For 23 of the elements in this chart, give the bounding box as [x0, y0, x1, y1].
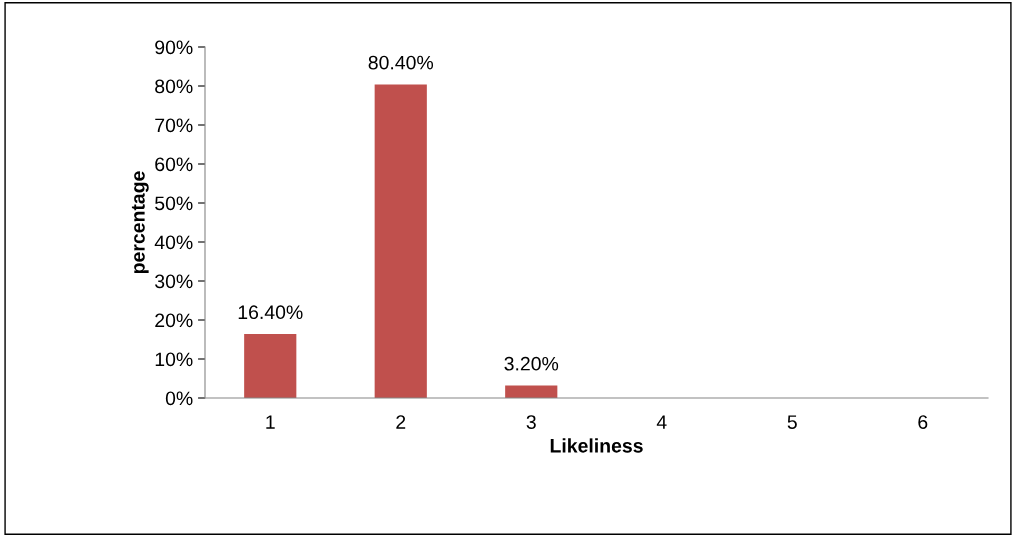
y-tick-label: 90%: [155, 40, 193, 55]
y-tick-label: 80%: [155, 79, 193, 94]
data-label: 3.20%: [504, 356, 559, 371]
y-tick-label: 50%: [155, 196, 193, 211]
y-tick-label: 30%: [155, 274, 193, 289]
y-tick-label: 0%: [165, 391, 193, 406]
data-label: 16.40%: [238, 305, 303, 320]
data-label: 80.40%: [368, 55, 434, 70]
x-tick-label: 1: [266, 415, 275, 429]
x-tick-label: 3: [526, 415, 536, 429]
bar: [374, 84, 427, 398]
x-axis-title: Likeliness: [550, 438, 643, 453]
y-tick-label: 60%: [155, 157, 193, 172]
x-tick-label: 5: [787, 415, 797, 429]
y-axis-title: percentage: [131, 171, 149, 274]
y-tick-label: 40%: [154, 235, 193, 250]
x-tick-label: 2: [396, 415, 406, 429]
x-tick-label: 4: [656, 415, 667, 429]
bar: [244, 334, 297, 398]
y-tick-label: 10%: [155, 352, 193, 367]
x-tick-label: 6: [918, 415, 928, 429]
y-tick-label: 20%: [155, 313, 193, 328]
y-tick-label: 70%: [155, 118, 193, 133]
